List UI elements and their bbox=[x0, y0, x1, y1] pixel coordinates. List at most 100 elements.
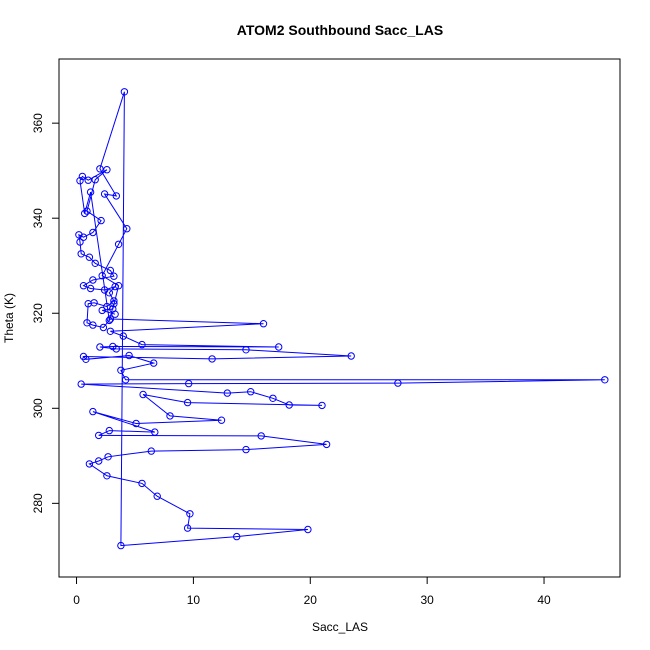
data-point bbox=[185, 379, 193, 388]
x-tick-label: 30 bbox=[420, 593, 434, 607]
data-point bbox=[98, 306, 106, 315]
data-point bbox=[150, 359, 158, 367]
data-series bbox=[75, 88, 609, 550]
data-point bbox=[105, 289, 114, 297]
data-point bbox=[103, 166, 111, 174]
data-point bbox=[100, 190, 109, 198]
chart-title: ATOM2 Southbound Sacc_LAS bbox=[237, 22, 443, 38]
data-point bbox=[99, 323, 108, 332]
data-point bbox=[105, 426, 114, 435]
data-point bbox=[110, 300, 118, 308]
data-point bbox=[123, 225, 131, 233]
data-point bbox=[96, 165, 104, 173]
data-point bbox=[139, 390, 147, 399]
data-point bbox=[111, 282, 119, 291]
data-point bbox=[322, 440, 331, 449]
data-point bbox=[76, 238, 84, 246]
data-point bbox=[269, 394, 277, 402]
data-point bbox=[132, 419, 140, 428]
data-point bbox=[138, 479, 146, 488]
data-point bbox=[114, 282, 123, 290]
data-point bbox=[119, 332, 128, 340]
data-point bbox=[89, 276, 97, 284]
x-axis-label: Sacc_LAS bbox=[312, 620, 368, 634]
data-point bbox=[223, 389, 232, 397]
data-point bbox=[138, 340, 146, 349]
data-point bbox=[85, 253, 94, 261]
data-point bbox=[76, 177, 84, 185]
data-point bbox=[208, 355, 216, 363]
data-point bbox=[110, 272, 118, 280]
data-point bbox=[82, 355, 90, 363]
plot-frame bbox=[58, 58, 621, 578]
data-point bbox=[285, 401, 293, 409]
data-point bbox=[105, 316, 114, 325]
data-point bbox=[125, 351, 133, 360]
data-point bbox=[601, 376, 609, 384]
data-point bbox=[166, 412, 174, 420]
data-point bbox=[103, 472, 111, 480]
data-point bbox=[106, 266, 115, 275]
data-point bbox=[275, 343, 283, 351]
data-point bbox=[81, 209, 89, 218]
data-point bbox=[394, 379, 402, 387]
data-point bbox=[77, 380, 85, 388]
data-point bbox=[318, 401, 326, 410]
data-point bbox=[120, 88, 129, 96]
data-point bbox=[247, 388, 255, 396]
y-tick-label: 280 bbox=[31, 493, 45, 513]
data-point bbox=[106, 315, 115, 323]
x-tick-label: 10 bbox=[187, 593, 201, 607]
data-point bbox=[86, 188, 95, 196]
data-point bbox=[97, 216, 105, 225]
data-point bbox=[98, 272, 106, 280]
x-tick-label: 40 bbox=[537, 593, 551, 607]
data-point bbox=[91, 259, 99, 267]
data-point bbox=[111, 310, 119, 318]
data-point bbox=[75, 231, 83, 239]
data-point bbox=[77, 250, 85, 258]
x-axis: 0 10 20 30 40 bbox=[73, 576, 551, 607]
x-tick-label: 20 bbox=[304, 593, 318, 607]
data-point bbox=[242, 346, 250, 354]
y-axis: 280 300 320 340 360 bbox=[31, 113, 60, 513]
data-point bbox=[110, 297, 118, 305]
x-tick-label: 0 bbox=[73, 593, 80, 607]
data-point bbox=[153, 492, 161, 500]
data-point bbox=[114, 240, 123, 249]
y-tick-label: 320 bbox=[31, 303, 45, 323]
series-line bbox=[78, 91, 605, 547]
data-point bbox=[112, 192, 121, 200]
data-point bbox=[183, 398, 192, 407]
data-point bbox=[96, 343, 104, 351]
y-tick-label: 360 bbox=[31, 113, 45, 133]
data-point bbox=[85, 460, 94, 468]
data-point bbox=[112, 345, 121, 353]
data-point bbox=[147, 447, 156, 455]
data-point bbox=[84, 300, 92, 308]
data-point bbox=[89, 228, 97, 237]
data-point bbox=[104, 453, 112, 461]
data-point bbox=[95, 457, 103, 465]
y-axis-label: Theta (K) bbox=[2, 293, 16, 343]
data-point bbox=[117, 541, 125, 550]
data-point bbox=[91, 176, 99, 184]
data-point bbox=[79, 282, 88, 290]
data-point bbox=[304, 525, 312, 534]
data-point bbox=[242, 445, 250, 454]
data-point bbox=[89, 321, 97, 329]
data-point bbox=[83, 207, 91, 215]
data-point bbox=[84, 176, 92, 184]
y-tick-label: 300 bbox=[31, 398, 45, 418]
data-point bbox=[233, 532, 241, 541]
data-point bbox=[257, 432, 265, 440]
y-tick-label: 340 bbox=[31, 208, 45, 228]
data-point bbox=[117, 366, 125, 374]
data-point bbox=[95, 431, 103, 440]
data-point bbox=[78, 172, 87, 181]
data-point bbox=[186, 510, 194, 518]
data-point bbox=[183, 524, 192, 532]
data-point bbox=[217, 416, 226, 424]
data-point bbox=[89, 407, 97, 416]
data-point bbox=[151, 428, 159, 436]
